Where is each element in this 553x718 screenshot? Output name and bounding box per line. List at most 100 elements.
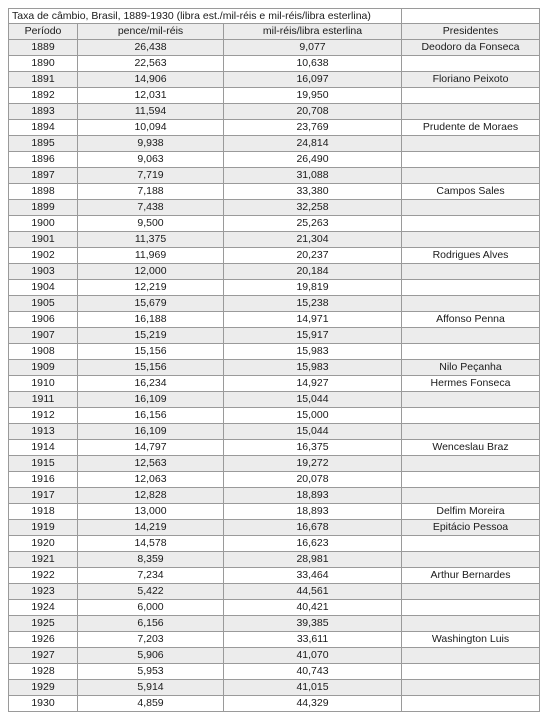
presidente-cell <box>401 583 540 600</box>
presidente-cell: Affonso Penna <box>401 311 540 328</box>
table-row: 1920 14,578 16,623 <box>8 535 540 552</box>
pence-per-milreis-cell: 22,563 <box>77 55 224 72</box>
presidente-cell <box>401 263 540 280</box>
pence-per-milreis-cell: 4,859 <box>77 695 224 712</box>
presidente-cell: Deodoro da Fonseca <box>401 39 540 56</box>
table-row: 1915 12,563 19,272 <box>8 455 540 472</box>
periodo-cell: 1914 <box>8 439 78 456</box>
presidente-cell <box>401 471 540 488</box>
pence-per-milreis-cell: 14,219 <box>77 519 224 536</box>
periodo-cell: 1894 <box>8 119 78 136</box>
presidente-cell <box>401 407 540 424</box>
milreis-per-pound-cell: 39,385 <box>223 615 402 632</box>
periodo-cell: 1900 <box>8 215 78 232</box>
pence-per-milreis-cell: 15,679 <box>77 295 224 312</box>
periodo-cell: 1925 <box>8 615 78 632</box>
table-row: 1907 15,219 15,917 <box>8 327 540 344</box>
presidente-cell <box>401 391 540 408</box>
table-row: 1890 22,563 10,638 <box>8 55 540 72</box>
milreis-per-pound-cell: 32,258 <box>223 199 402 216</box>
presidente-cell: Hermes Fonseca <box>401 375 540 392</box>
presidente-cell: Delfim Moreira <box>401 503 540 520</box>
table-row: 1930 4,859 44,329 <box>8 695 540 712</box>
presidente-cell <box>401 279 540 296</box>
presidente-cell: Washington Luis <box>401 631 540 648</box>
milreis-per-pound-cell: 19,272 <box>223 455 402 472</box>
header-periodo: Período <box>8 23 78 40</box>
presidente-cell <box>401 87 540 104</box>
table-title-empty-cell <box>401 8 540 24</box>
header-presidentes: Presidentes <box>401 23 540 40</box>
pence-per-milreis-cell: 7,188 <box>77 183 224 200</box>
pence-per-milreis-cell: 15,156 <box>77 359 224 376</box>
pence-per-milreis-cell: 16,234 <box>77 375 224 392</box>
table-row: 1923 5,422 44,561 <box>8 583 540 600</box>
table-row: 1904 12,219 19,819 <box>8 279 540 296</box>
pence-per-milreis-cell: 5,914 <box>77 679 224 696</box>
presidente-cell <box>401 215 540 232</box>
table-row: 1897 7,719 31,088 <box>8 167 540 184</box>
presidente-cell <box>401 535 540 552</box>
table-row: 1914 14,797 16,375 Wenceslau Braz <box>8 439 540 456</box>
pence-per-milreis-cell: 11,375 <box>77 231 224 248</box>
periodo-cell: 1924 <box>8 599 78 616</box>
table-header-row: Período pence/mil-réis mil-réis/libra es… <box>8 23 540 40</box>
milreis-per-pound-cell: 44,561 <box>223 583 402 600</box>
periodo-cell: 1902 <box>8 247 78 264</box>
presidente-cell: Campos Sales <box>401 183 540 200</box>
milreis-per-pound-cell: 20,708 <box>223 103 402 120</box>
periodo-cell: 1907 <box>8 327 78 344</box>
table-row: 1889 26,438 9,077 Deodoro da Fonseca <box>8 39 540 56</box>
milreis-per-pound-cell: 19,950 <box>223 87 402 104</box>
presidente-cell: Arthur Bernardes <box>401 567 540 584</box>
pence-per-milreis-cell: 12,063 <box>77 471 224 488</box>
periodo-cell: 1906 <box>8 311 78 328</box>
milreis-per-pound-cell: 16,097 <box>223 71 402 88</box>
periodo-cell: 1910 <box>8 375 78 392</box>
table-row: 1926 7,203 33,611 Washington Luis <box>8 631 540 648</box>
pence-per-milreis-cell: 16,188 <box>77 311 224 328</box>
table-row: 1927 5,906 41,070 <box>8 647 540 664</box>
milreis-per-pound-cell: 10,638 <box>223 55 402 72</box>
presidente-cell <box>401 551 540 568</box>
pence-per-milreis-cell: 7,234 <box>77 567 224 584</box>
milreis-per-pound-cell: 20,237 <box>223 247 402 264</box>
table-title-row: Taxa de câmbio, Brasil, 1889-1930 (libra… <box>8 8 540 24</box>
table-row: 1925 6,156 39,385 <box>8 615 540 632</box>
pence-per-milreis-cell: 13,000 <box>77 503 224 520</box>
table-row: 1928 5,953 40,743 <box>8 663 540 680</box>
table-row: 1917 12,828 18,893 <box>8 487 540 504</box>
presidente-cell <box>401 231 540 248</box>
pence-per-milreis-cell: 14,578 <box>77 535 224 552</box>
table-row: 1898 7,188 33,380 Campos Sales <box>8 183 540 200</box>
milreis-per-pound-cell: 14,971 <box>223 311 402 328</box>
table-row: 1903 12,000 20,184 <box>8 263 540 280</box>
header-milreis-per-pound: mil-réis/libra esterlina <box>223 23 402 40</box>
table-row: 1905 15,679 15,238 <box>8 295 540 312</box>
table-title: Taxa de câmbio, Brasil, 1889-1930 (libra… <box>8 8 402 24</box>
milreis-per-pound-cell: 16,678 <box>223 519 402 536</box>
milreis-per-pound-cell: 15,983 <box>223 343 402 360</box>
table-row: 1909 15,156 15,983 Nilo Peçanha <box>8 359 540 376</box>
milreis-per-pound-cell: 20,078 <box>223 471 402 488</box>
pence-per-milreis-cell: 12,563 <box>77 455 224 472</box>
milreis-per-pound-cell: 15,238 <box>223 295 402 312</box>
periodo-cell: 1916 <box>8 471 78 488</box>
milreis-per-pound-cell: 28,981 <box>223 551 402 568</box>
pence-per-milreis-cell: 9,063 <box>77 151 224 168</box>
periodo-cell: 1929 <box>8 679 78 696</box>
periodo-cell: 1909 <box>8 359 78 376</box>
table-row: 1899 7,438 32,258 <box>8 199 540 216</box>
milreis-per-pound-cell: 23,769 <box>223 119 402 136</box>
presidente-cell <box>401 55 540 72</box>
periodo-cell: 1920 <box>8 535 78 552</box>
presidente-cell <box>401 151 540 168</box>
presidente-cell: Floriano Peixoto <box>401 71 540 88</box>
presidente-cell <box>401 647 540 664</box>
pence-per-milreis-cell: 12,031 <box>77 87 224 104</box>
presidente-cell <box>401 615 540 632</box>
pence-per-milreis-cell: 8,359 <box>77 551 224 568</box>
periodo-cell: 1912 <box>8 407 78 424</box>
presidente-cell <box>401 103 540 120</box>
table-row: 1893 11,594 20,708 <box>8 103 540 120</box>
